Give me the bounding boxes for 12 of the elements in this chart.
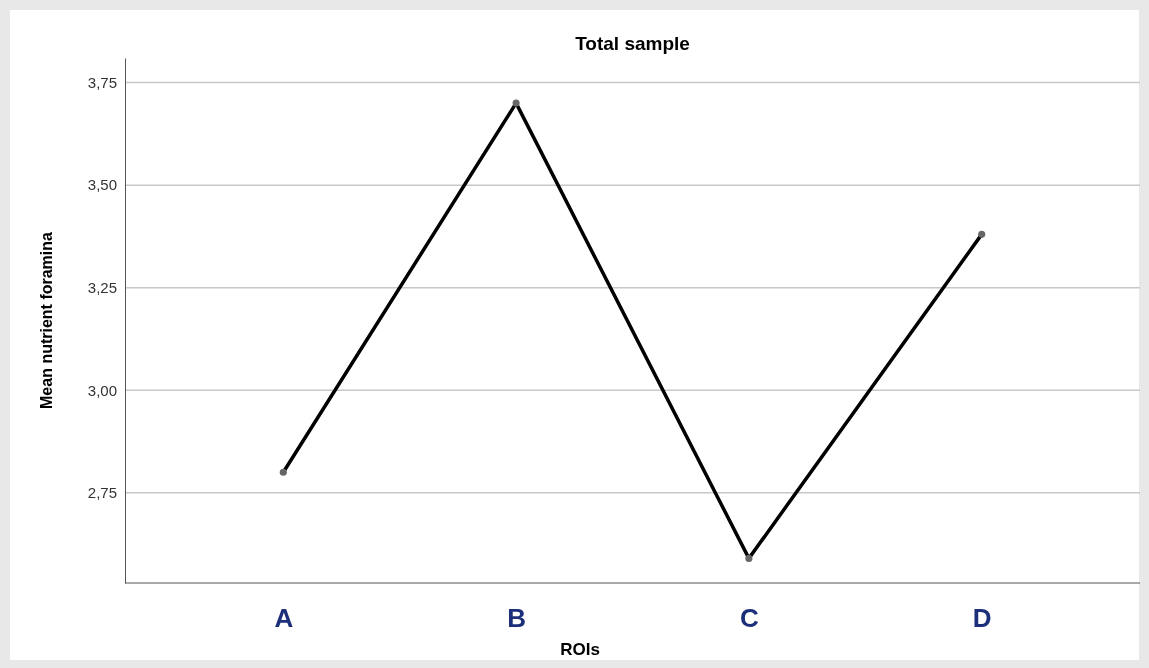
x-axis-title: ROIs xyxy=(560,640,600,659)
chart-title: Total sample xyxy=(575,33,690,54)
y-tick-label: 3,75 xyxy=(87,73,117,91)
y-axis-title: Mean nutrient foramina xyxy=(38,231,55,409)
x-tick-label: C xyxy=(740,603,760,634)
y-tick-label: 3,00 xyxy=(87,381,117,399)
y-tick-label: 2,75 xyxy=(87,484,117,502)
x-tick-label: D xyxy=(972,603,992,634)
x-tick-label: A xyxy=(274,603,294,634)
x-tick-label: B xyxy=(507,603,526,634)
y-tick-label: 3,25 xyxy=(87,278,117,296)
y-tick-label: 3,50 xyxy=(87,176,117,194)
